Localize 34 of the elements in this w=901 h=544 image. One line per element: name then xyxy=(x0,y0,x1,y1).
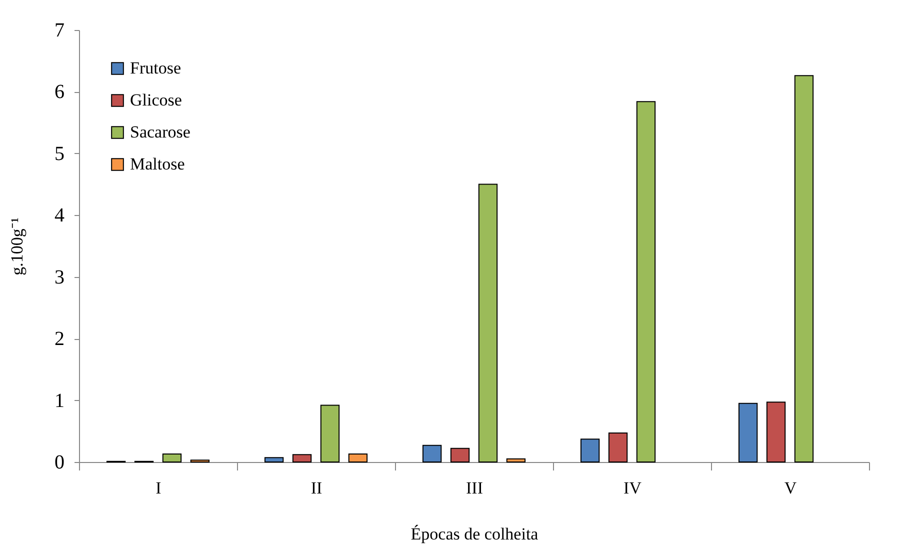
x-tick-label: V xyxy=(784,478,798,498)
y-tick-label: 7 xyxy=(54,20,64,42)
bar xyxy=(478,184,498,462)
bar xyxy=(162,453,182,462)
bar xyxy=(450,448,470,462)
y-tick-label: 4 xyxy=(54,204,64,227)
bar xyxy=(794,75,814,462)
y-tick-label: 5 xyxy=(54,142,64,165)
y-tick-label: 1 xyxy=(54,390,64,412)
legend-label: Maltose xyxy=(130,154,185,174)
bar xyxy=(506,458,526,462)
legend-label: Sacarose xyxy=(130,122,190,142)
bar xyxy=(580,438,600,462)
x-tick-label: II xyxy=(310,478,322,498)
x-tick-label: I xyxy=(156,478,162,498)
bar xyxy=(738,402,758,462)
x-axis-title: Épocas de colheita xyxy=(410,524,539,544)
bar xyxy=(348,453,368,462)
bar xyxy=(636,101,656,462)
y-tick-label: 6 xyxy=(54,81,64,104)
legend-label: Glicose xyxy=(130,90,182,110)
bar xyxy=(766,402,786,462)
bar xyxy=(292,454,312,462)
x-tick-label: IV xyxy=(624,478,642,498)
y-tick-label: 0 xyxy=(54,452,64,474)
bar xyxy=(422,444,442,462)
legend-label: Frutose xyxy=(130,58,181,78)
bar xyxy=(320,404,340,462)
bar xyxy=(608,432,628,462)
y-tick-label: 3 xyxy=(54,266,64,288)
x-tick-label: III xyxy=(466,478,484,498)
bar xyxy=(264,457,284,462)
y-tick-label: 2 xyxy=(54,328,64,350)
y-axis-title: g.100g⁻¹ xyxy=(8,218,26,276)
